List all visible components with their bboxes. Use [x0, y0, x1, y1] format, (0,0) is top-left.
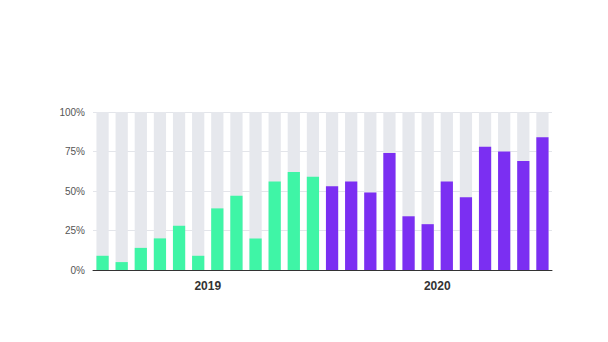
svg-text:25%: 25% [65, 225, 85, 236]
svg-text:2019: 2019 [194, 279, 221, 293]
svg-text:50%: 50% [65, 186, 85, 197]
svg-text:75%: 75% [65, 146, 85, 157]
svg-text:0%: 0% [71, 265, 86, 276]
svg-text:2020: 2020 [424, 279, 451, 293]
svg-text:100%: 100% [59, 107, 85, 118]
